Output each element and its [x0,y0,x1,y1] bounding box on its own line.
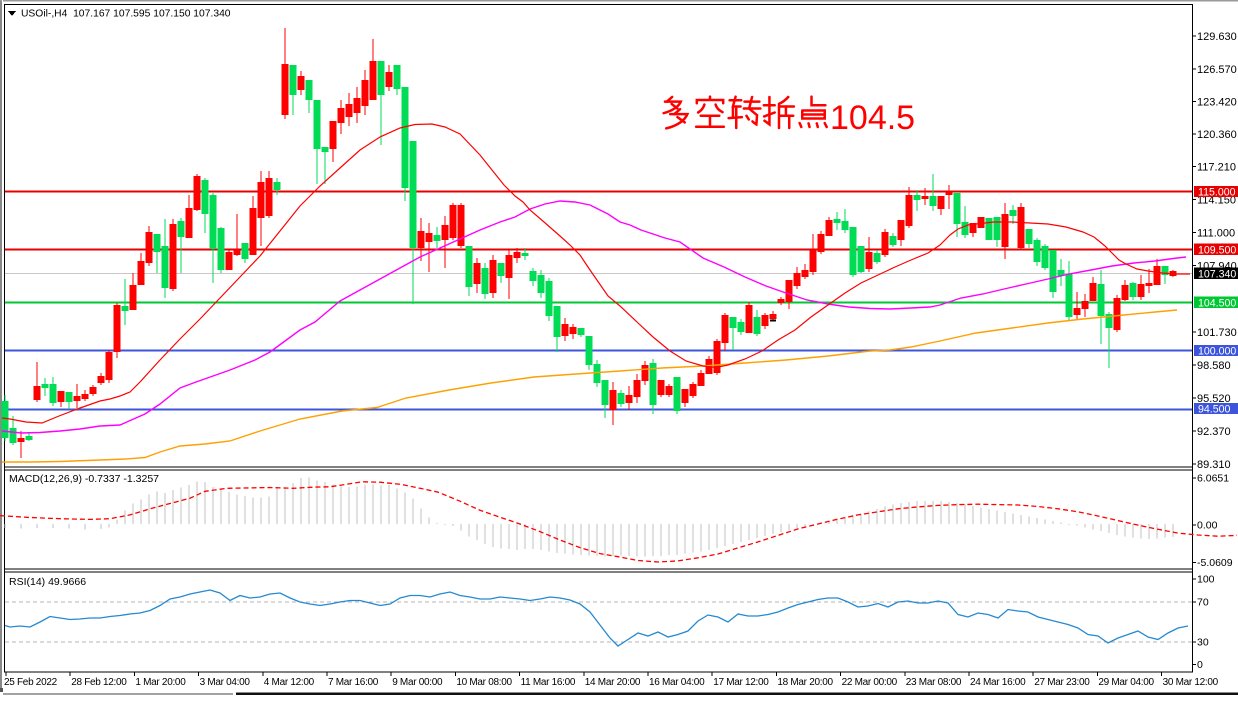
svg-text:9 Mar 00:00: 9 Mar 00:00 [392,677,443,688]
svg-text:104.5: 104.5 [830,99,915,137]
svg-text:104.500: 104.500 [1198,297,1236,309]
svg-text:98.580: 98.580 [1197,360,1231,372]
svg-text:24 Mar 16:00: 24 Mar 16:00 [970,677,1026,688]
svg-text:25 Feb 2022: 25 Feb 2022 [4,677,58,688]
svg-text:107.340: 107.340 [1198,268,1236,280]
svg-text:11 Mar 16:00: 11 Mar 16:00 [521,677,576,688]
svg-text:126.570: 126.570 [1197,64,1237,76]
svg-text:17 Mar 12:00: 17 Mar 12:00 [713,677,769,688]
svg-text:14 Mar 20:00: 14 Mar 20:00 [585,677,641,688]
svg-text:1 Mar 20:00: 1 Mar 20:00 [135,677,186,688]
svg-text:29 Mar 04:00: 29 Mar 04:00 [1098,677,1154,688]
svg-text:4 Mar 12:00: 4 Mar 12:00 [264,677,315,688]
svg-text:94.500: 94.500 [1198,404,1231,416]
svg-text:129.630: 129.630 [1197,31,1237,43]
svg-text:111.000: 111.000 [1197,228,1235,240]
svg-text:70: 70 [1197,597,1209,609]
svg-text:30 Mar 12:00: 30 Mar 12:00 [1163,677,1219,688]
svg-text:101.730: 101.730 [1197,327,1237,339]
svg-text:95.520: 95.520 [1197,393,1231,405]
svg-text:115.000: 115.000 [1198,187,1236,199]
svg-text:100.000: 100.000 [1198,345,1236,357]
svg-text:100: 100 [1197,574,1215,586]
svg-text:18 Mar 20:00: 18 Mar 20:00 [777,677,833,688]
svg-text:0.00: 0.00 [1197,520,1218,532]
svg-text:120.360: 120.360 [1197,129,1237,141]
svg-text:28 Feb 12:00: 28 Feb 12:00 [71,677,127,688]
svg-text:123.420: 123.420 [1197,97,1237,109]
svg-text:MACD(12,26,9) -0.7337 -1.3257: MACD(12,26,9) -0.7337 -1.3257 [9,473,159,485]
svg-text:RSI(14) 49.9666: RSI(14) 49.9666 [9,576,86,588]
svg-text:27 Mar 23:00: 27 Mar 23:00 [1034,677,1090,688]
svg-text:USOil-,H4 107.167 107.595 107: USOil-,H4 107.167 107.595 107.150 107.34… [21,9,231,20]
svg-text:7 Mar 16:00: 7 Mar 16:00 [328,677,379,688]
svg-text:89.310: 89.310 [1197,459,1231,471]
svg-text:22 Mar 00:00: 22 Mar 00:00 [842,677,898,688]
svg-text:109.500: 109.500 [1198,244,1236,256]
svg-text:0: 0 [1197,659,1203,671]
svg-text:10 Mar 08:00: 10 Mar 08:00 [456,677,512,688]
svg-text:-5.0609: -5.0609 [1197,557,1233,569]
svg-text:30: 30 [1197,637,1209,649]
svg-text:23 Mar 08:00: 23 Mar 08:00 [906,677,962,688]
svg-text:16 Mar 04:00: 16 Mar 04:00 [649,677,705,688]
svg-text:114.150: 114.150 [1197,195,1236,207]
svg-text:6.0651: 6.0651 [1197,473,1229,485]
svg-text:3 Mar 04:00: 3 Mar 04:00 [200,677,251,688]
svg-text:117.210: 117.210 [1197,162,1236,174]
svg-text:92.370: 92.370 [1197,426,1231,438]
